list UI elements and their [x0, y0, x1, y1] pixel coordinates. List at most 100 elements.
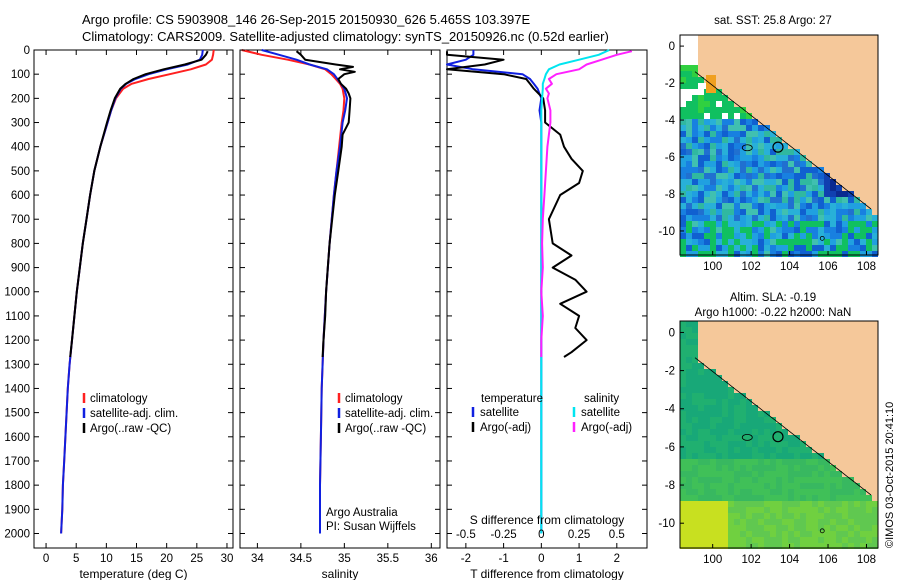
map-cell: [746, 167, 752, 173]
map-cell: [728, 41, 734, 47]
map-cell: [746, 215, 752, 221]
map-cell: [776, 89, 782, 95]
map-cell: [818, 345, 824, 351]
map-cell: [812, 519, 818, 525]
map-cell: [704, 537, 710, 543]
map-cell: [866, 357, 872, 363]
map-cell: [764, 155, 770, 161]
map-cell: [800, 321, 806, 327]
map-cell: [752, 35, 758, 41]
map-cell: [842, 411, 848, 417]
map-cell: [686, 507, 692, 513]
map-cell: [800, 59, 806, 65]
map-cell: [872, 77, 878, 83]
map-cell: [788, 119, 794, 125]
map-cell: [776, 35, 782, 41]
map-cell: [698, 441, 704, 447]
map-cell: [698, 513, 704, 519]
map-cell: [764, 537, 770, 543]
map-cell: [710, 233, 716, 239]
map-cell: [770, 537, 776, 543]
map-cell: [848, 513, 854, 519]
map-cell: [764, 471, 770, 477]
map-cell: [782, 245, 788, 251]
map-cell: [710, 215, 716, 221]
map-cell: [848, 453, 854, 459]
map-cell: [722, 333, 728, 339]
map-cell: [830, 345, 836, 351]
map-cell: [812, 429, 818, 435]
map-cell: [854, 185, 860, 191]
map-cell: [818, 543, 824, 549]
map-cell: [710, 191, 716, 197]
map-cell: [806, 369, 812, 375]
map-cell: [782, 477, 788, 483]
map-cell: [722, 417, 728, 423]
map-cell: [722, 173, 728, 179]
map-cell: [812, 489, 818, 495]
map-cell: [854, 387, 860, 393]
map-cell: [752, 77, 758, 83]
map-cell: [848, 221, 854, 227]
map-cell: [776, 471, 782, 477]
map-cell: [818, 531, 824, 537]
map-cell: [758, 333, 764, 339]
legend-label: Argo(-adj): [581, 422, 632, 434]
map-cell: [830, 411, 836, 417]
map-cell: [698, 245, 704, 251]
map-cell: [800, 345, 806, 351]
map-cell: [788, 245, 794, 251]
map-cell: [806, 351, 812, 357]
map-cell: [836, 167, 842, 173]
map-cell: [734, 435, 740, 441]
map-cell: [716, 465, 722, 471]
map-cell: [806, 167, 812, 173]
map-cell: [722, 399, 728, 405]
map-cell: [860, 41, 866, 47]
map-cell: [716, 245, 722, 251]
map-cell: [740, 393, 746, 399]
map-cell: [764, 221, 770, 227]
map-cell: [758, 519, 764, 525]
map-cell: [758, 357, 764, 363]
map-cell: [782, 489, 788, 495]
map-cell: [776, 435, 782, 441]
map-cell: [710, 227, 716, 233]
map-cell: [872, 125, 878, 131]
map-cell: [860, 423, 866, 429]
map-cell: [758, 197, 764, 203]
x-tick-label: 100: [703, 554, 722, 566]
map-cell: [764, 417, 770, 423]
map-cell: [848, 339, 854, 345]
map-cell: [716, 357, 722, 363]
map-cell: [818, 537, 824, 543]
map-cell: [758, 71, 764, 77]
map-cell: [788, 459, 794, 465]
map-cell: [716, 321, 722, 327]
map-cell: [812, 113, 818, 119]
map-cell: [842, 179, 848, 185]
map-cell: [698, 465, 704, 471]
map-cell: [824, 191, 830, 197]
map-cell: [770, 327, 776, 333]
map-cell: [854, 495, 860, 501]
map-cell: [782, 83, 788, 89]
map-cell: [782, 507, 788, 513]
map-cell: [752, 95, 758, 101]
map-cell: [710, 501, 716, 507]
map-cell: [692, 35, 698, 41]
x-tick-label: 35.5: [377, 553, 399, 565]
map-cell: [854, 393, 860, 399]
map-cell: [800, 149, 806, 155]
map-cell: [734, 465, 740, 471]
map-cell: [824, 173, 830, 179]
map-cell: [686, 215, 692, 221]
map-cell: [812, 531, 818, 537]
map-cell: [806, 387, 812, 393]
map-cell: [812, 179, 818, 185]
map-cell: [692, 321, 698, 327]
map-cell: [716, 173, 722, 179]
map-cell: [848, 441, 854, 447]
map-cell: [818, 59, 824, 65]
map-cell: [818, 143, 824, 149]
